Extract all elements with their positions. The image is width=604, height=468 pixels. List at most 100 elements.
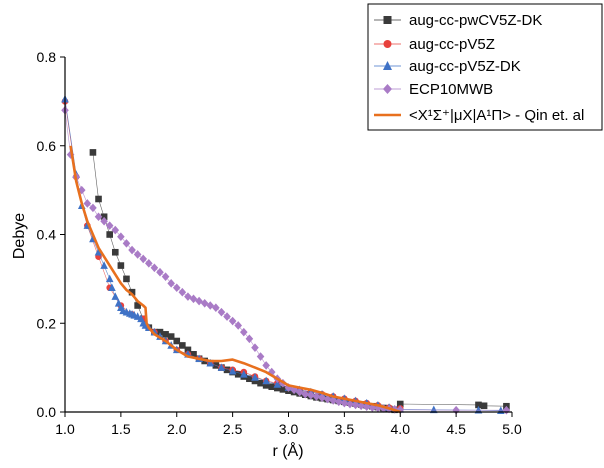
series-3-point-16 xyxy=(150,263,159,273)
x-tick-label-5: 3.5 xyxy=(335,421,355,437)
series-3-point-7 xyxy=(100,216,108,226)
x-tick-label-3: 2.5 xyxy=(223,421,243,437)
series-3-point-52 xyxy=(351,400,360,410)
series-3-point-12 xyxy=(128,245,136,255)
series-0-point-32 xyxy=(268,383,276,391)
series-3-point-18 xyxy=(161,272,170,281)
series-0-point-7 xyxy=(128,288,136,296)
legend-label-0: aug-cc-pwCV5Z-DK xyxy=(409,12,542,29)
ticks-layer: 1.0 1.5 2.0 2.5 3.0 3.5 4.0 4.5 5.0 0.0 0.2 0.4 0.6 0… xyxy=(37,49,522,437)
series-3-point-50 xyxy=(340,398,349,408)
series-0-point-0 xyxy=(89,149,97,156)
series-0-point-12 xyxy=(156,328,164,336)
series-3-point-30 xyxy=(228,316,237,326)
series-3-point-32 xyxy=(240,327,248,337)
series-3-point-21 xyxy=(178,287,187,297)
series-2-point-32 xyxy=(240,369,248,378)
legend-label-3: ECP10MWB xyxy=(409,81,493,98)
series-2-point-9 xyxy=(111,292,120,300)
series-2-point-47 xyxy=(429,405,438,414)
series-0-point-8 xyxy=(134,302,141,309)
series-3-point-23 xyxy=(189,294,198,304)
series-0-point-33 xyxy=(274,384,281,392)
series-0-point-15 xyxy=(173,337,181,345)
legend-label-2: aug-cc-pV5Z-DK xyxy=(409,58,521,75)
series-0-point-2 xyxy=(100,213,108,221)
series-3-point-26 xyxy=(206,301,215,310)
series-3-point-11 xyxy=(122,239,131,248)
series-0-point-56 xyxy=(475,401,482,409)
series-0-point-5 xyxy=(117,262,125,269)
series-3-point-14 xyxy=(139,254,148,264)
series-3-point-45 xyxy=(312,392,321,401)
series-3-point-53 xyxy=(357,401,365,411)
series-2-point-30 xyxy=(217,363,226,371)
series-3-point-10 xyxy=(117,232,125,242)
series-4 xyxy=(69,145,401,414)
series-2-point-7 xyxy=(105,274,114,283)
x-tick-label-4: 3.0 xyxy=(279,421,299,437)
series-3-point-41 xyxy=(290,385,298,395)
series-0-point-1 xyxy=(95,195,102,203)
series-line-3 xyxy=(64,110,507,411)
series-2-point-6 xyxy=(100,261,108,269)
series-0-point-24 xyxy=(223,366,231,374)
series-3-point-6 xyxy=(94,212,103,222)
legend-label-4: <X¹Σ⁺|μX|A¹Π> - Qin et. al xyxy=(409,107,584,124)
series-line-0 xyxy=(92,152,507,411)
series-2-point-31 xyxy=(228,366,237,375)
series-3-point-36 xyxy=(262,361,270,370)
series-line-4 xyxy=(69,145,401,414)
series-0-point-29 xyxy=(251,377,259,385)
legend-swatch-marker-1 xyxy=(383,40,392,48)
y-tick-label-3: 0.6 xyxy=(37,138,57,154)
series-0-point-26 xyxy=(234,370,242,378)
series-3-point-48 xyxy=(329,396,337,405)
y-tick-label-0: 0.0 xyxy=(37,404,57,420)
series-3-point-44 xyxy=(307,390,315,400)
series-3-point-43 xyxy=(301,389,310,399)
series-3-point-46 xyxy=(318,393,326,403)
series-3-point-20 xyxy=(172,283,181,293)
series-3-point-31 xyxy=(234,321,243,330)
series-3-point-49 xyxy=(334,397,343,407)
series-3-point-4 xyxy=(83,199,92,208)
series-3-point-29 xyxy=(223,312,231,321)
series-3-point-42 xyxy=(295,387,304,397)
series-2-point-8 xyxy=(108,283,116,292)
series-3-point-51 xyxy=(346,399,354,409)
series-2-point-35 xyxy=(273,380,282,388)
series-3-point-27 xyxy=(212,303,220,313)
series-0-point-57 xyxy=(480,402,488,410)
series-3-point-47 xyxy=(323,394,332,404)
y-axis-title: Debye xyxy=(11,213,28,259)
series-0-point-55 xyxy=(396,400,404,408)
series-2-point-29 xyxy=(206,358,215,367)
series-3-point-56 xyxy=(374,403,382,413)
x-axis-title: r (Å) xyxy=(272,441,303,460)
y-tick-label-4: 0.8 xyxy=(37,49,57,65)
series-3-point-9 xyxy=(111,225,120,235)
x-tick-label-1: 1.5 xyxy=(111,421,131,437)
series-0 xyxy=(89,149,510,414)
x-tick-label-0: 1.0 xyxy=(55,421,75,437)
legend-box xyxy=(367,3,603,131)
series-3-point-22 xyxy=(184,292,192,301)
legend-swatch-marker-0 xyxy=(383,16,392,24)
series-0-point-4 xyxy=(111,248,119,256)
series-0-point-18 xyxy=(190,351,197,358)
series-3-point-5 xyxy=(89,203,97,213)
legend: aug-cc-pwCV5Z-DK aug-cc-pV5Z aug-cc-pV5Z-D… xyxy=(367,3,603,131)
series-0-point-6 xyxy=(123,275,130,283)
series-3-point-35 xyxy=(256,352,265,361)
series-line-2 xyxy=(64,99,501,411)
series-3-point-13 xyxy=(133,250,142,259)
legend-label-1: aug-cc-pV5Z xyxy=(409,36,495,53)
series-3-point-15 xyxy=(145,259,153,268)
series-0-point-30 xyxy=(257,379,264,387)
series-0-point-17 xyxy=(184,346,192,354)
series-0-point-13 xyxy=(162,331,169,338)
y-tick-label-1: 0.2 xyxy=(37,315,57,331)
series-3-point-8 xyxy=(105,221,114,230)
